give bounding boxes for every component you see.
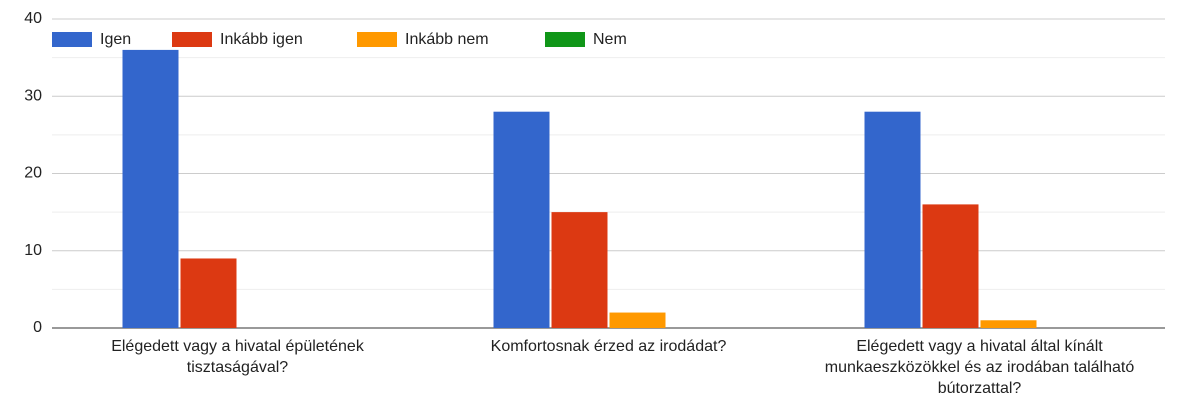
x-tick-label: Komfortosnak érzed az irodádat? — [490, 338, 727, 355]
y-tick-label: 0 — [33, 319, 42, 336]
x-tick-label: Elégedett vagy a hivatal által kínált mu… — [824, 338, 1135, 397]
legend-label: Igen — [100, 31, 131, 48]
legend-swatch — [545, 32, 585, 47]
legend-label: Nem — [593, 31, 627, 48]
legend-label: Inkább igen — [220, 31, 303, 48]
y-tick-label: 10 — [24, 242, 42, 259]
bar — [551, 212, 608, 328]
bar — [493, 111, 550, 328]
y-tick-label: 40 — [24, 10, 42, 27]
y-tick-label: 30 — [24, 87, 42, 104]
legend-label: Inkább nem — [405, 31, 489, 48]
legend-swatch — [357, 32, 397, 47]
legend-swatch — [52, 32, 92, 47]
bar — [122, 49, 179, 329]
y-tick-label: 20 — [24, 165, 42, 182]
bar — [864, 111, 921, 328]
x-tick-label: Elégedett vagy a hivatal épületének tisz… — [111, 338, 364, 376]
legend-swatch — [172, 32, 212, 47]
bar — [609, 312, 666, 328]
bar — [922, 204, 979, 328]
bar — [980, 320, 1037, 328]
bar — [180, 258, 237, 328]
